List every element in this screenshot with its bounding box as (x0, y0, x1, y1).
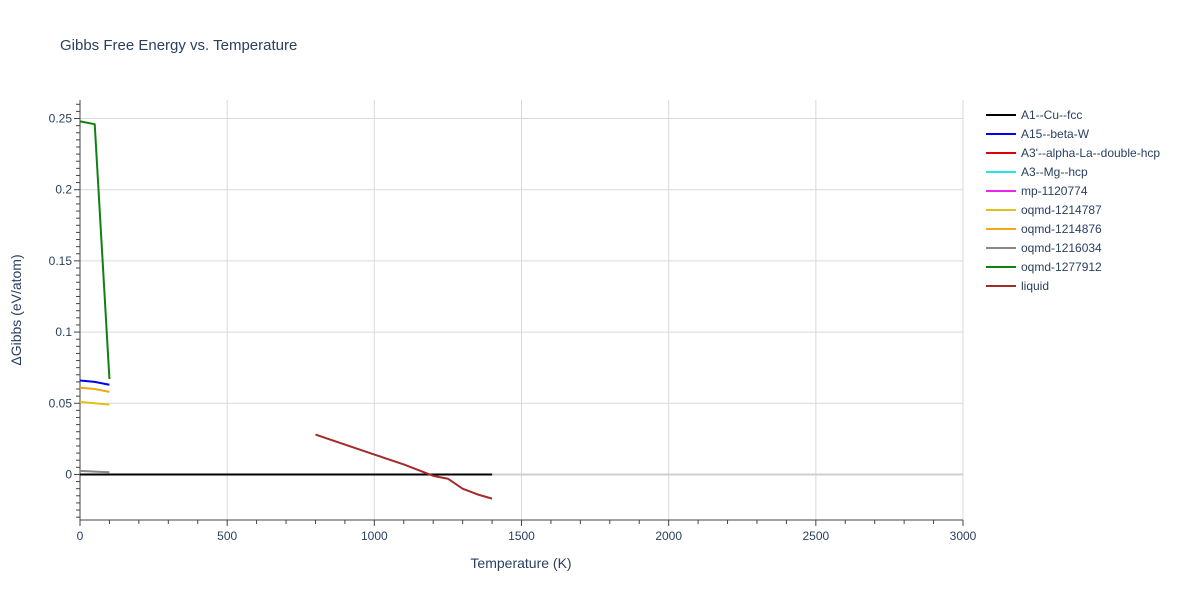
series-line-liquid (315, 433, 493, 500)
legend-label: A3--Mg--hcp (1021, 165, 1088, 179)
series-line-a15-beta-w (79, 379, 110, 386)
y-axis-title: ΔGibbs (eV/atom) (8, 254, 24, 365)
legend-item[interactable]: liquid (986, 279, 1049, 293)
legend-label: A15--beta-W (1021, 127, 1090, 141)
legend-item[interactable]: A3'--alpha-La--double-hcp (986, 146, 1160, 160)
legend-item[interactable]: A3--Mg--hcp (986, 165, 1088, 179)
legend-label: A1--Cu--fcc (1021, 108, 1082, 122)
x-tick-label: 2500 (802, 529, 829, 543)
legend-item[interactable]: oqmd-1216034 (986, 241, 1102, 255)
legend-item[interactable]: A1--Cu--fcc (986, 108, 1082, 122)
legend-label: A3'--alpha-La--double-hcp (1021, 146, 1160, 160)
y-tick-label: 0 (65, 467, 72, 481)
legend: A1--Cu--fcc A15--beta-W A3'--alpha-La--dou… (986, 108, 1160, 293)
series-line-oqmd-1216034 (79, 469, 110, 474)
y-tick-label: 0.2 (55, 183, 72, 197)
series-layer (79, 120, 493, 500)
legend-label: mp-1120774 (1021, 184, 1088, 198)
legend-label: oqmd-1277912 (1021, 260, 1102, 274)
y-tick-label: 0.15 (49, 254, 73, 268)
series-line-oqmd-1214876 (79, 386, 110, 393)
legend-item[interactable]: oqmd-1214876 (986, 222, 1102, 236)
legend-label: oqmd-1214876 (1021, 222, 1102, 236)
x-tick-label: 1500 (508, 529, 535, 543)
x-tick-label: 500 (217, 529, 237, 543)
y-tick-label: 0.05 (49, 396, 73, 410)
grid-layer (80, 100, 964, 520)
series-line-oqmd-1277912 (79, 120, 111, 380)
legend-item[interactable]: oqmd-1277912 (986, 260, 1102, 274)
series-line-oqmd-1214787 (79, 400, 110, 406)
x-tick-label: 1000 (361, 529, 388, 543)
y-tick-label: 0.1 (55, 325, 72, 339)
y-tick-label: 0.25 (49, 112, 73, 126)
legend-item[interactable]: mp-1120774 (986, 184, 1088, 198)
x-axis-title: Temperature (K) (470, 555, 571, 571)
legend-label: liquid (1021, 279, 1049, 293)
legend-label: oqmd-1214787 (1021, 203, 1102, 217)
chart-title: Gibbs Free Energy vs. Temperature (60, 37, 297, 54)
x-tick-label: 0 (77, 529, 84, 543)
legend-item[interactable]: A15--beta-W (986, 127, 1090, 141)
legend-item[interactable]: oqmd-1214787 (986, 203, 1102, 217)
axes-layer: 0 500 1000 1500 2000 2500 3000 0 0.05 0.1 0.15 0.2 0… (49, 100, 977, 543)
x-tick-label: 3000 (950, 529, 977, 543)
x-tick-label: 2000 (655, 529, 682, 543)
legend-label: oqmd-1216034 (1021, 241, 1102, 255)
